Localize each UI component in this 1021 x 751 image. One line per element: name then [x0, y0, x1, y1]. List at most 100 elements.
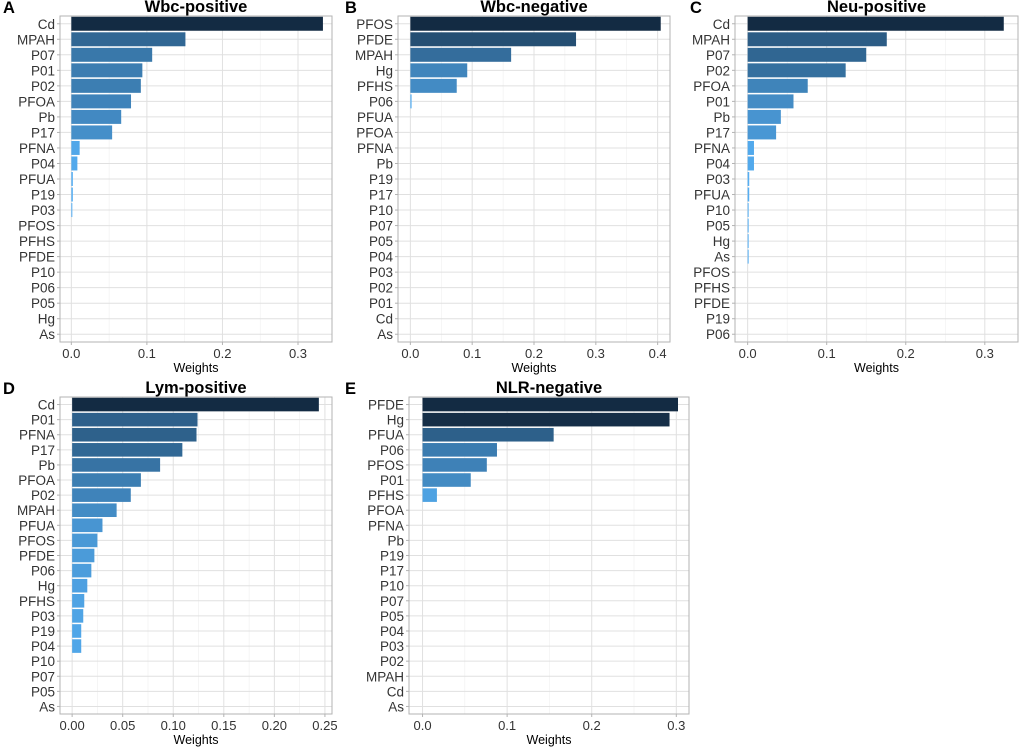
y-tick-label: PFDE — [19, 549, 55, 564]
x-tick-label: 0.0 — [739, 346, 757, 361]
y-tick-label: PFOA — [693, 79, 730, 94]
y-tick-label: PFUA — [19, 172, 55, 187]
x-tick-label: 0.1 — [138, 346, 156, 361]
bar-p06 — [72, 563, 92, 578]
y-tick-label: P17 — [31, 125, 55, 140]
y-tick-label: As — [377, 327, 393, 342]
y-tick-label: MPAH — [355, 48, 393, 63]
y-tick-label: P02 — [31, 488, 55, 503]
y-tick-label: P17 — [706, 125, 730, 140]
x-tick-label: 0.2 — [583, 718, 601, 733]
y-tick-label: MPAH — [692, 32, 730, 47]
y-tick-label: P02 — [369, 281, 393, 296]
bar-pfhs — [72, 593, 85, 608]
y-tick-label: Cd — [38, 398, 55, 413]
y-tick-label: P17 — [380, 564, 404, 579]
x-tick-label: 0.3 — [667, 718, 685, 733]
panel-a: CdMPAHP07P01P02PFOAPbP17PFNAP04PFUAP19P0… — [3, 0, 333, 375]
y-tick-label: Pb — [376, 156, 393, 171]
x-axis-title: Weights — [527, 733, 572, 747]
bar-p17 — [747, 125, 777, 140]
y-tick-label: Pb — [38, 110, 55, 125]
panel-c: CdMPAHP07P02PFOAP01PbP17PFNAP04P03PFUAP1… — [690, 0, 1019, 375]
bar-pb — [747, 109, 781, 124]
y-tick-label: P03 — [706, 172, 730, 187]
x-tick-label: 0.3 — [976, 346, 994, 361]
y-tick-label: P17 — [31, 443, 55, 458]
y-tick-label: P04 — [31, 639, 56, 654]
y-tick-label: Cd — [38, 17, 55, 32]
y-tick-label: P19 — [369, 172, 393, 187]
y-tick-label: P19 — [31, 624, 55, 639]
panel-letter: D — [3, 380, 15, 398]
bar-as — [747, 249, 749, 264]
x-axis-title: Weights — [854, 361, 899, 375]
y-tick-label: PFOS — [693, 265, 730, 280]
bar-p19 — [71, 187, 73, 202]
bar-p03 — [71, 203, 73, 218]
y-tick-label: P07 — [369, 219, 393, 234]
bar-pb — [71, 109, 122, 124]
y-tick-label: PFOA — [18, 473, 55, 488]
bar-mpah — [71, 32, 186, 47]
y-tick-label: P05 — [706, 219, 730, 234]
bar-pfna — [72, 427, 197, 442]
y-tick-label: PFOS — [18, 533, 55, 548]
bar-pfna — [71, 140, 80, 155]
x-tick-label: 0.05 — [110, 718, 135, 733]
bar-pfua — [422, 427, 554, 442]
bar-cd — [72, 397, 319, 412]
bar-pfde — [410, 32, 577, 47]
bar-pfua — [747, 187, 750, 202]
y-tick-label: P04 — [369, 250, 394, 265]
y-tick-label: Cd — [387, 684, 404, 699]
bar-mpah — [72, 503, 117, 518]
y-tick-label: Pb — [38, 458, 55, 473]
y-tick-label: P07 — [31, 669, 55, 684]
bar-cd — [71, 16, 323, 31]
x-axis-title: Weights — [512, 361, 557, 375]
x-tick-label: 0.0 — [62, 346, 80, 361]
y-tick-label: P05 — [369, 234, 393, 249]
y-tick-label: P02 — [706, 63, 730, 78]
y-tick-label: P19 — [380, 549, 404, 564]
panel-title: Wbc-positive — [145, 0, 248, 16]
y-tick-label: PFNA — [368, 518, 404, 533]
y-tick-label: P04 — [31, 156, 56, 171]
y-tick-label: Hg — [376, 63, 393, 78]
x-axis-title: Weights — [174, 733, 219, 747]
panel-title: NLR-negative — [496, 379, 602, 397]
y-tick-label: P05 — [380, 609, 404, 624]
bar-pb — [72, 458, 161, 472]
y-tick-label: Hg — [38, 579, 55, 594]
y-tick-label: PFHS — [368, 488, 404, 503]
bar-p02 — [747, 63, 846, 78]
y-tick-label: P07 — [380, 594, 404, 609]
x-tick-label: 0.2 — [213, 346, 231, 361]
panel-title: Lym-positive — [145, 379, 246, 397]
y-tick-label: PFDE — [694, 296, 730, 311]
y-tick-label: As — [39, 327, 55, 342]
bar-pfua — [71, 172, 73, 186]
bar-p01 — [747, 94, 794, 109]
y-tick-label: PFOS — [356, 17, 393, 32]
bar-hg — [422, 412, 670, 427]
y-tick-label: P10 — [31, 654, 55, 669]
x-tick-label: 0.00 — [59, 718, 84, 733]
x-tick-label: 0.25 — [312, 718, 337, 733]
y-tick-label: P01 — [706, 94, 730, 109]
x-tick-label: 0.2 — [897, 346, 915, 361]
bar-mpah — [410, 47, 512, 62]
bar-p01 — [422, 473, 471, 487]
y-tick-label: PFUA — [368, 428, 404, 443]
y-tick-label: MPAH — [17, 503, 55, 518]
bar-p03 — [747, 172, 750, 186]
y-tick-label: As — [39, 699, 55, 714]
y-tick-label: Hg — [38, 312, 55, 327]
panel-letter: C — [690, 0, 702, 17]
bar-pfoa — [747, 78, 808, 93]
y-tick-label: P04 — [706, 156, 731, 171]
x-tick-label: 0.15 — [211, 718, 236, 733]
y-tick-label: PFNA — [19, 428, 55, 443]
x-axis-title: Weights — [174, 361, 219, 375]
